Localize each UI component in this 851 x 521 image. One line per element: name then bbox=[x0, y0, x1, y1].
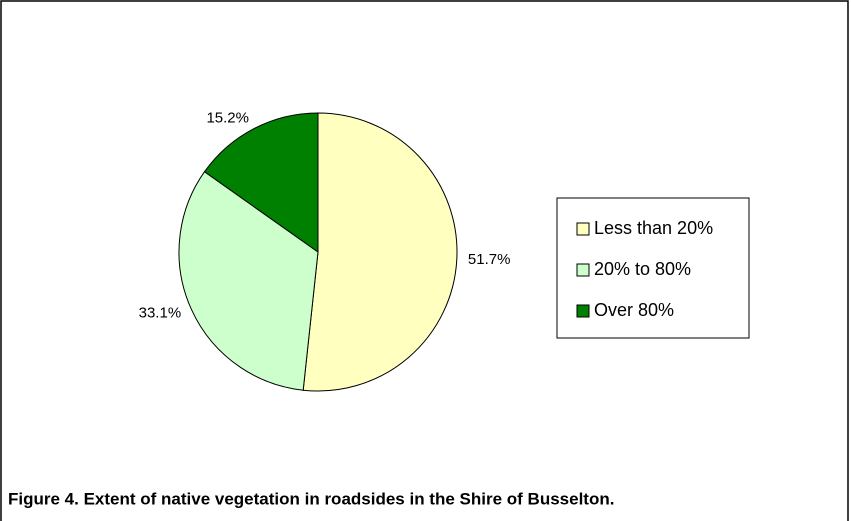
legend-label: Over 80% bbox=[594, 300, 674, 320]
legend-swatch bbox=[576, 304, 590, 318]
pie-slice bbox=[178, 171, 319, 391]
pie-slice bbox=[302, 112, 458, 392]
legend-swatch bbox=[576, 263, 590, 277]
data-label: 15.2% bbox=[206, 110, 249, 127]
legend-label: Less than 20% bbox=[594, 218, 713, 238]
data-label: 33.1% bbox=[139, 305, 182, 322]
pie-slice bbox=[203, 112, 319, 253]
legend-label: 20% to 80% bbox=[594, 259, 691, 279]
caption: Figure 4. Extent of native vegetation in… bbox=[8, 489, 614, 508]
data-label: 51.7% bbox=[468, 251, 511, 268]
legend-swatch bbox=[576, 222, 590, 236]
